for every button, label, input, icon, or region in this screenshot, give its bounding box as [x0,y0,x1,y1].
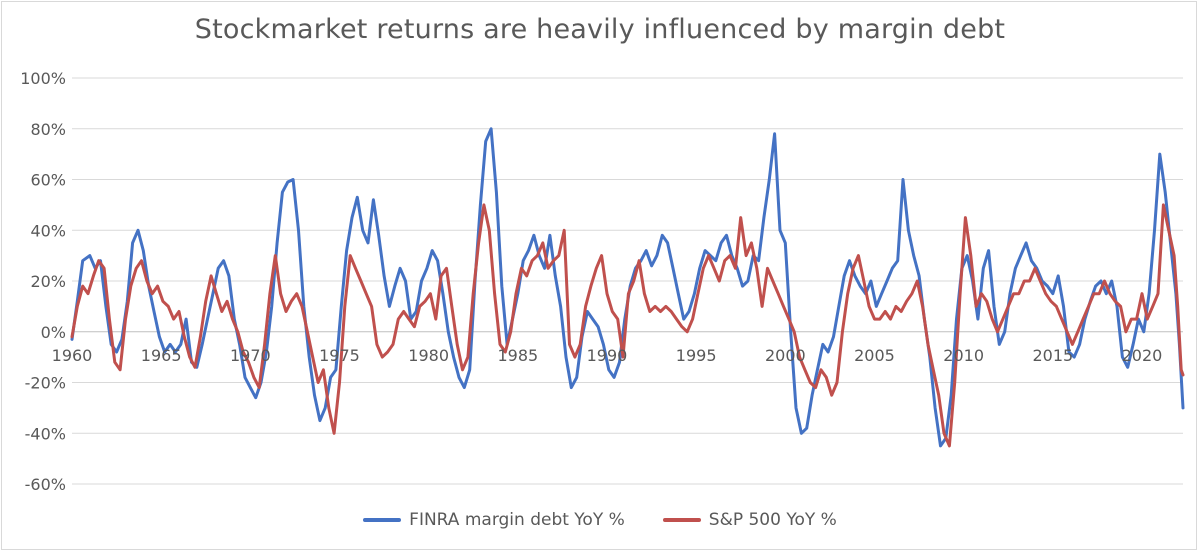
x-tick-label: 2015 [1032,346,1073,365]
x-tick-label: 1975 [319,346,360,365]
x-axis-tick-labels: 1960 1965 1970 1975 1980 1985 1990 1995 2000 2005… [52,346,1163,365]
chart-title: Stockmarket returns are heavily influenc… [194,14,1006,45]
y-tick-label: 0% [41,323,66,342]
y-tick-label: -20% [25,374,66,393]
series-lines [70,127,1185,448]
y-tick-label: 100% [20,69,66,88]
y-tick-label: 60% [30,171,66,190]
legend-item-sp500: S&P 500 YoY % [662,510,837,530]
x-tick-label: 1970 [230,346,271,365]
x-tick-label: 1985 [497,346,538,365]
series-line-margin-debt [70,127,1185,448]
x-tick-label: 1980 [408,346,449,365]
x-tick-label: 1965 [141,346,182,365]
x-tick-label: 1990 [587,346,628,365]
x-tick-label: 2020 [1122,346,1163,365]
legend-item-margin-debt: FINRA margin debt YoY % [363,510,625,530]
y-tick-label: 80% [30,120,66,139]
legend-label-sp500: S&P 500 YoY % [708,510,837,530]
legend-label-margin-debt: FINRA margin debt YoY % [409,510,625,530]
series-line-sp500 [70,203,1185,448]
x-tick-label: 2005 [854,346,895,365]
x-tick-label: 2010 [943,346,984,365]
y-tick-label: -60% [25,475,66,494]
gridlines [72,77,1183,485]
y-axis-tick-labels: -60% -40% -20% 0% 20% 40% 60% 80% 100% [20,69,66,494]
y-tick-label: 20% [30,272,66,291]
legend: FINRA margin debt YoY % S&P 500 YoY % [0,510,1200,530]
legend-swatch-sp500 [662,518,701,522]
y-tick-label: -40% [25,424,66,443]
x-tick-label: 1960 [52,346,93,365]
y-tick-label: 40% [30,221,66,240]
x-tick-label: 1995 [676,346,717,365]
legend-swatch-margin-debt [363,518,402,522]
x-tick-label: 2000 [765,346,806,365]
